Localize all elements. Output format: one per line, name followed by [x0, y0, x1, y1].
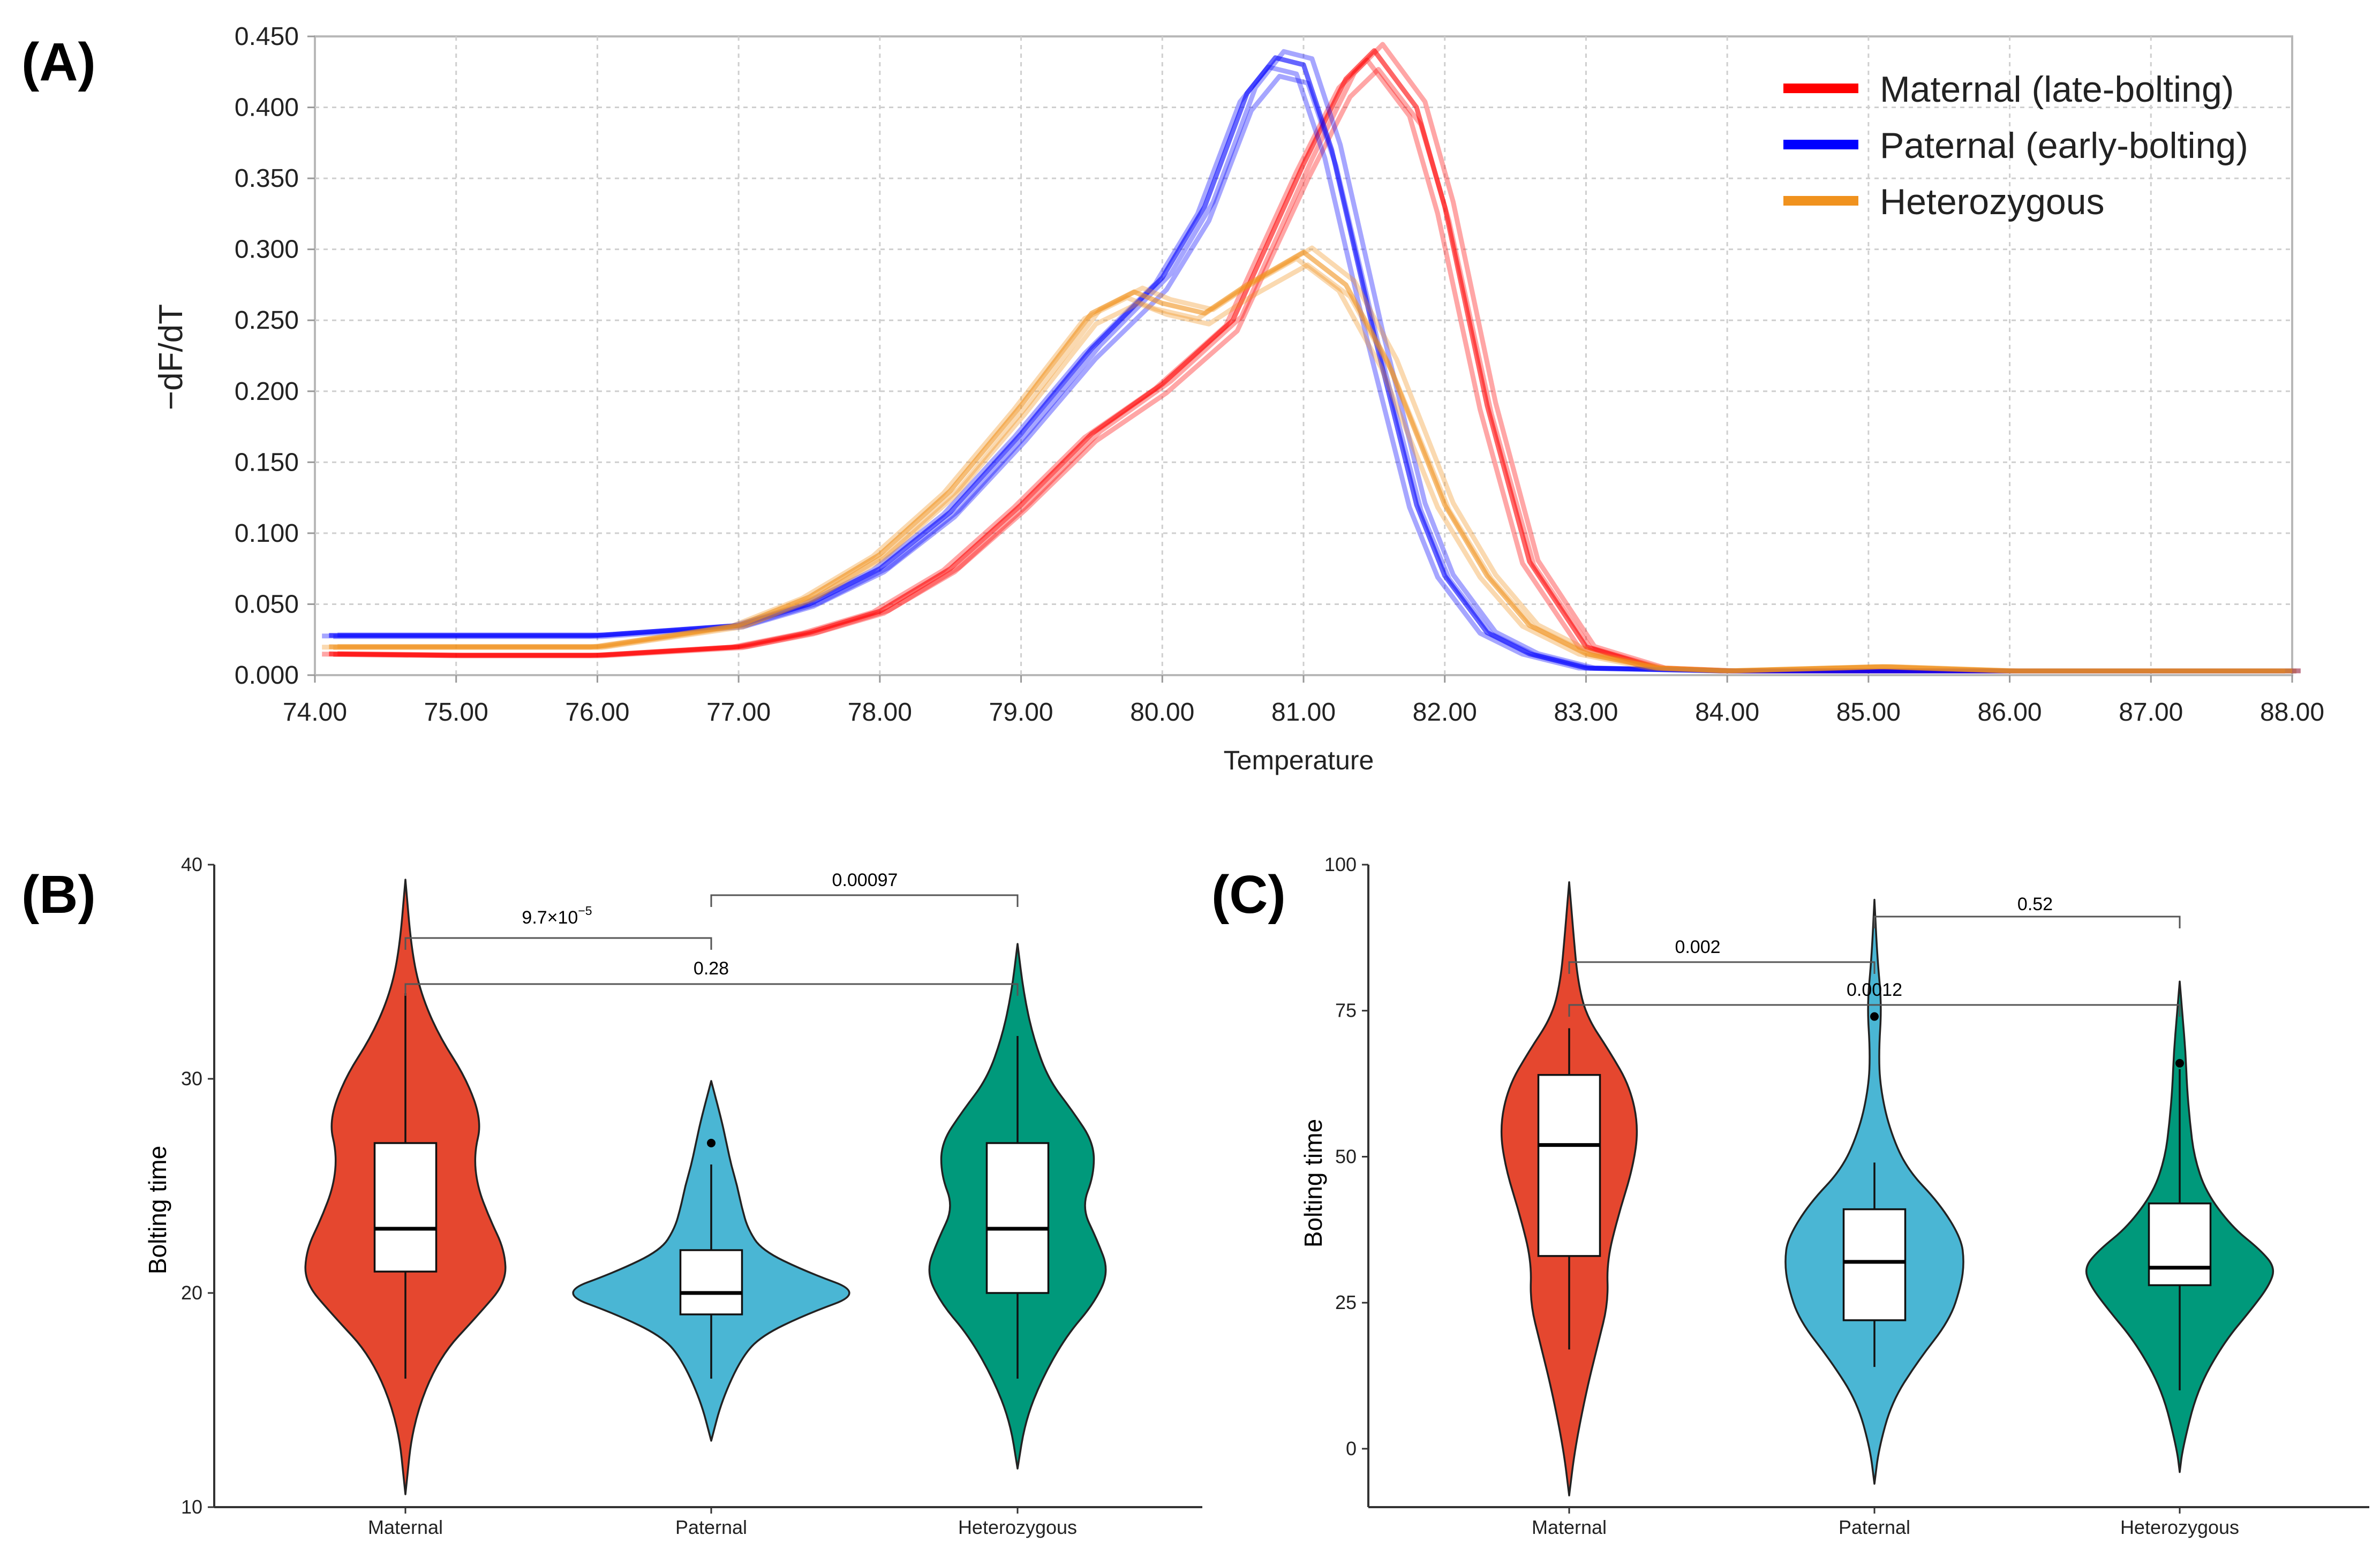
y-tick-label: 100: [1324, 853, 1357, 875]
y-tick-label: 0.200: [235, 377, 299, 406]
x-tick-label: 87.00: [2119, 698, 2183, 727]
legend-label-maternal: Maternal (late-bolting): [1880, 69, 2234, 110]
x-tick-label-maternal: Maternal: [368, 1516, 443, 1538]
melt-curve-paternal-early-bolting: [337, 49, 2301, 674]
box-heterozygous: [2148, 1202, 2212, 1287]
y-tick-label: 0.450: [235, 22, 299, 51]
comparison-bracket: [404, 983, 1019, 996]
series-paternal-early-bolting: [322, 49, 2301, 674]
y-tick-label: 40: [181, 853, 202, 875]
melt-curve-paternal-early-bolting: [333, 73, 2296, 674]
y-tick-label: 50: [1335, 1145, 1357, 1167]
y-tick-label: 75: [1335, 1000, 1357, 1022]
legend-label-heterozygous: Heterozygous: [1880, 181, 2105, 222]
pvalue-c-paternal-heterozygous: 0.52: [2017, 894, 2053, 914]
box-paternal: [679, 1249, 743, 1315]
panel-label-c: (C): [1211, 865, 1286, 925]
x-tick-label: 88.00: [2260, 698, 2324, 727]
melt-curve-paternal-early-bolting: [322, 64, 2285, 674]
y-tick-label: 0: [1346, 1438, 1357, 1459]
y-tick-label: 0.100: [235, 519, 299, 548]
comparison-bracket: [1568, 961, 1876, 974]
pvalue-c-maternal-heterozygous: 0.0012: [1847, 980, 1902, 1000]
y-tick-label: 20: [181, 1282, 202, 1304]
plot-c: 0 25 50 75 100 Maternal Paternal Heterozygous: [1324, 853, 2369, 1538]
y-tick-label: 0.150: [235, 448, 299, 477]
pvalue-b-maternal-heterozygous: 0.28: [694, 958, 729, 979]
outlier-heterozygous: [2175, 1058, 2184, 1068]
box-heterozygous: [985, 1142, 1050, 1294]
y-tick-label: 30: [181, 1068, 202, 1090]
x-tick-label: 78.00: [848, 698, 912, 727]
comparison-bracket: [710, 894, 1019, 907]
melt-curve-heterozygous: [322, 256, 2285, 674]
series-a: [322, 42, 2301, 674]
melt-curve-heterozygous: [333, 262, 2296, 674]
x-tick-label: 76.00: [565, 698, 629, 727]
panel-a-melt-curve: (A) 74.00 75.00 76.00 77.00 78.00 79.00 80.00 8…: [21, 22, 2324, 775]
x-tick-label: 81.00: [1271, 698, 1336, 727]
x-tick-label: 84.00: [1695, 698, 1759, 727]
series-heterozygous: [322, 245, 2301, 674]
pvalue-b-paternal-heterozygous: 0.00097: [832, 870, 898, 890]
comparisons-b: 9.7×10−5 0.00097 0.28: [522, 870, 898, 979]
box-maternal: [373, 1142, 438, 1273]
y-axis-title-c: Bolting time: [1299, 1119, 1327, 1247]
outlier-paternal: [707, 1139, 715, 1147]
x-tick-label-paternal: Paternal: [675, 1516, 747, 1538]
series-maternal-late-bolting: [322, 42, 2301, 674]
x-tick-label: 86.00: [1978, 698, 2042, 727]
legend-label-paternal: Paternal (early-bolting): [1880, 125, 2248, 166]
legend-a: Maternal (late-bolting) Paternal (early-…: [1783, 69, 2248, 222]
melt-curve-heterozygous: [337, 245, 2301, 674]
melt-curve-maternal-late-bolting: [333, 67, 2296, 674]
y-tick-label: 0.250: [235, 306, 299, 335]
y-tick-label: 0.400: [235, 94, 299, 122]
x-tick-label: 79.00: [989, 698, 1053, 727]
x-tick-label-paternal: Paternal: [1839, 1516, 1910, 1538]
melt-curve-heterozygous: [329, 249, 2292, 674]
y-tick-label: 25: [1335, 1291, 1357, 1313]
panel-label-b: (B): [21, 865, 96, 925]
y-tick-label: 0.300: [235, 236, 299, 264]
x-ticks-a: 74.00 75.00 76.00 77.00 78.00 79.00 80.00 81.00…: [283, 675, 2324, 727]
pvalue-b-maternal-paternal: 9.7×10−5: [522, 904, 592, 928]
panel-b-violin: (B) 10 20 30 40 Maternal Paternal Heterozygous…: [21, 853, 1202, 1538]
x-tick-label-heterozygous: Heterozygous: [958, 1516, 1077, 1538]
panel-label-a: (A): [21, 32, 96, 92]
comparisons-c: 0.002 0.52 0.0012: [1675, 894, 2053, 1000]
y-axis-title-b: Bolting time: [144, 1146, 171, 1274]
y-tick-label: 0.000: [235, 661, 299, 690]
x-tick-label: 82.00: [1413, 698, 1477, 727]
box-paternal: [1842, 1208, 1907, 1321]
x-tick-label: 75.00: [424, 698, 488, 727]
y-tick-label: 0.350: [235, 164, 299, 193]
melt-curve-maternal-late-bolting: [322, 57, 2285, 674]
x-tick-label: 74.00: [283, 698, 347, 727]
plot-b: 10 20 30 40 Maternal Paternal Heterozygous: [181, 853, 1202, 1538]
comparison-bracket: [404, 937, 712, 950]
x-tick-label-heterozygous: Heterozygous: [2120, 1516, 2239, 1538]
melt-curve-maternal-late-bolting: [329, 48, 2292, 674]
outlier-paternal: [1870, 1012, 1879, 1021]
panel-c-violin: (C) 0 25 50 75 100 Maternal Paternal Heterozygo…: [1211, 853, 2369, 1538]
x-tick-label: 80.00: [1130, 698, 1194, 727]
x-tick-label: 83.00: [1554, 698, 1618, 727]
y-tick-label: 10: [181, 1496, 202, 1518]
x-tick-label: 77.00: [706, 698, 771, 727]
x-axis-title-a: Temperature: [1224, 745, 1374, 775]
comparison-bracket: [1568, 1004, 2181, 1017]
box-maternal: [1537, 1073, 1601, 1257]
y-axis-title-a: −dF/dT: [153, 304, 190, 410]
melt-curve-maternal-late-bolting: [337, 42, 2301, 674]
pvalue-c-maternal-paternal: 0.002: [1675, 937, 1720, 957]
y-ticks-a: 0.000 0.050 0.100 0.150 0.200 0.250 0.300 0.350…: [235, 22, 315, 690]
melt-curve-paternal-early-bolting: [329, 55, 2292, 674]
comparison-bracket: [1873, 916, 2181, 928]
y-tick-label: 0.050: [235, 590, 299, 618]
x-tick-label: 85.00: [1836, 698, 1901, 727]
x-tick-label-maternal: Maternal: [1532, 1516, 1607, 1538]
